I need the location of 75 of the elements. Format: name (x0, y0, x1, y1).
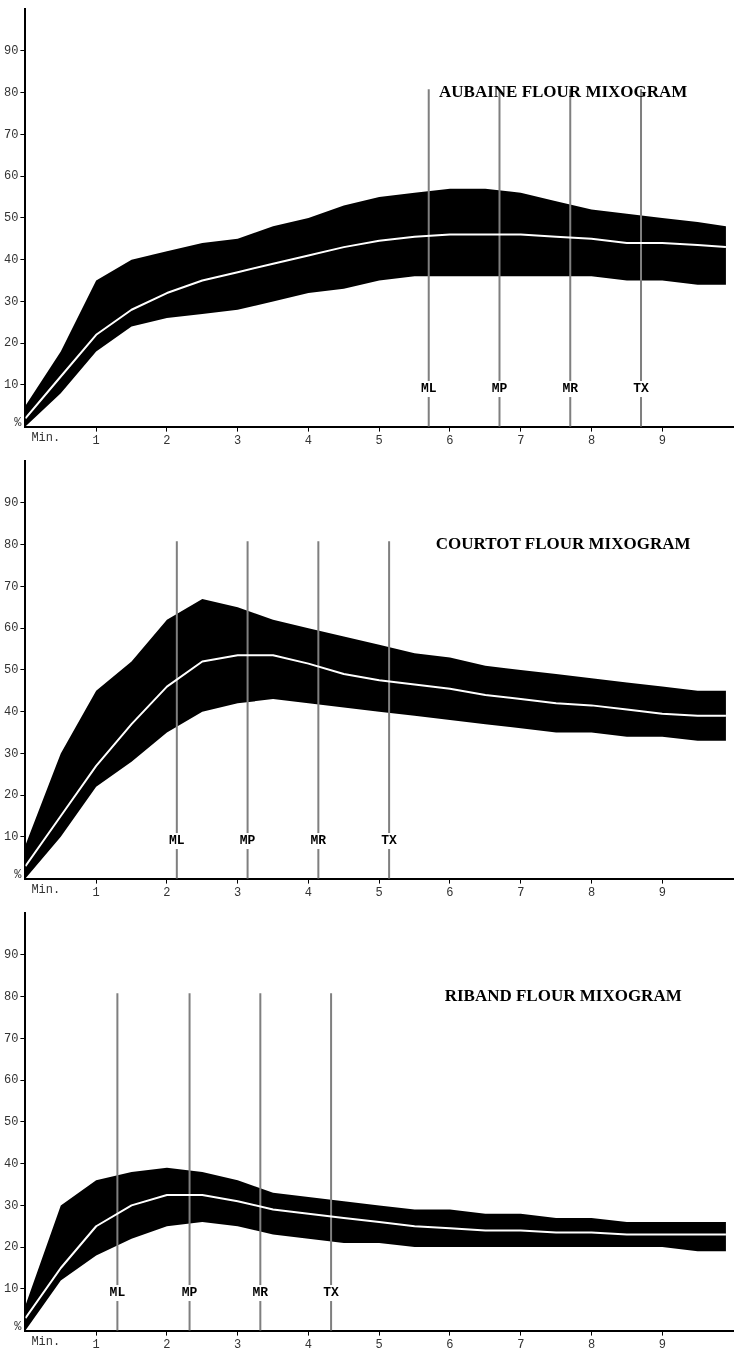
x-tick-label: 2 (163, 1337, 171, 1352)
y-axis-title: % (14, 1319, 23, 1334)
x-tick-label: 4 (304, 1337, 313, 1352)
y-tick-label: 30 (4, 294, 19, 309)
x-tick-label: 1 (92, 1337, 100, 1352)
y-tick-label: 40 (4, 1156, 19, 1171)
x-tick-label: 2 (163, 433, 171, 448)
x-tick-label: 2 (163, 885, 171, 900)
text: RIBAND FLOUR MIXOGRAM (444, 986, 682, 1006)
y-tick-label: 90 (4, 44, 19, 59)
y-tick-label: 20 (4, 336, 19, 351)
x-tick-label: 6 (446, 1337, 454, 1352)
y-tick-label: 60 (4, 1073, 19, 1088)
x-axis-title: Min. (31, 882, 61, 897)
ref-line-label: TX (381, 833, 398, 849)
y-tick-label: 30 (4, 746, 19, 761)
y-tick-label: 10 (4, 830, 19, 845)
x-tick-label: 1 (92, 433, 100, 448)
ref-line-label: MP (181, 1285, 198, 1301)
ref-line-label: MR (252, 1285, 269, 1301)
y-tick-label: 30 (4, 1198, 19, 1213)
y-tick-label: 70 (4, 1031, 19, 1046)
x-tick-label: 9 (658, 885, 666, 900)
y-tick-label: 90 (4, 948, 19, 963)
text: AUBAINE FLOUR MIXOGRAM (438, 82, 688, 102)
ref-line-label: ML (420, 381, 437, 397)
x-tick-label: 5 (375, 433, 383, 448)
ref-line-label: MR (562, 381, 579, 397)
ref-line-label: MP (491, 381, 508, 397)
x-tick-label: 9 (658, 1337, 666, 1352)
y-tick-label: 10 (4, 378, 19, 393)
y-tick-label: 70 (4, 127, 19, 142)
y-tick-label: 80 (4, 85, 19, 100)
x-tick-label: 6 (446, 433, 454, 448)
x-tick-label: 8 (587, 433, 596, 448)
x-tick-label: 7 (517, 433, 525, 448)
y-tick-label: 40 (4, 252, 19, 267)
y-tick-label: 70 (4, 579, 19, 594)
x-tick-label: 1 (92, 885, 100, 900)
x-tick-label: 6 (446, 885, 454, 900)
y-axis-title: % (14, 415, 23, 430)
ref-line-label: TX (323, 1285, 340, 1301)
y-tick-label: 50 (4, 663, 19, 678)
y-tick-label: 80 (4, 989, 19, 1004)
y-tick-label: 90 (4, 496, 19, 511)
y-tick-label: 40 (4, 704, 19, 719)
x-tick-label: 5 (375, 885, 383, 900)
text: COURTOT FLOUR MIXOGRAM (435, 534, 691, 554)
x-tick-label: 7 (517, 1337, 525, 1352)
ref-line-label: TX (633, 381, 650, 397)
y-tick-label: 20 (4, 1240, 19, 1255)
x-tick-label: 7 (517, 885, 525, 900)
ref-line-label: MR (310, 833, 327, 849)
x-tick-label: 3 (234, 433, 242, 448)
ref-line-label: ML (109, 1285, 126, 1301)
y-tick-label: 80 (4, 537, 19, 552)
x-tick-label: 3 (234, 885, 242, 900)
y-tick-label: 60 (4, 169, 19, 184)
x-tick-label: 8 (587, 1337, 596, 1352)
x-axis-title: Min. (31, 430, 61, 445)
x-tick-label: 4 (304, 885, 313, 900)
x-tick-label: 8 (587, 885, 596, 900)
x-tick-label: 9 (658, 433, 666, 448)
x-tick-label: 5 (375, 1337, 383, 1352)
x-tick-label: 4 (304, 433, 313, 448)
y-tick-label: 20 (4, 788, 19, 803)
x-tick-label: 3 (234, 1337, 242, 1352)
y-axis-title: % (14, 867, 23, 882)
ref-line-label: ML (169, 833, 185, 849)
y-tick-label: 50 (4, 1115, 19, 1130)
y-tick-label: 10 (4, 1282, 19, 1297)
x-axis-title: Min. (31, 1334, 61, 1349)
ref-line-label: MP (239, 833, 256, 849)
y-tick-label: 50 (4, 211, 19, 226)
y-tick-label: 60 (4, 621, 19, 636)
